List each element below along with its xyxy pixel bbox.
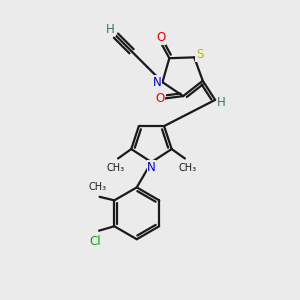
Text: N: N: [153, 76, 161, 89]
Text: N: N: [147, 161, 156, 174]
Text: CH₃: CH₃: [88, 182, 106, 192]
Text: S: S: [196, 49, 203, 62]
Text: Cl: Cl: [90, 235, 101, 248]
Text: CH₃: CH₃: [106, 163, 125, 173]
Text: O: O: [155, 92, 164, 105]
Text: H: H: [106, 23, 115, 36]
Text: H: H: [217, 96, 226, 109]
Text: CH₃: CH₃: [178, 163, 196, 173]
Text: O: O: [156, 31, 165, 44]
